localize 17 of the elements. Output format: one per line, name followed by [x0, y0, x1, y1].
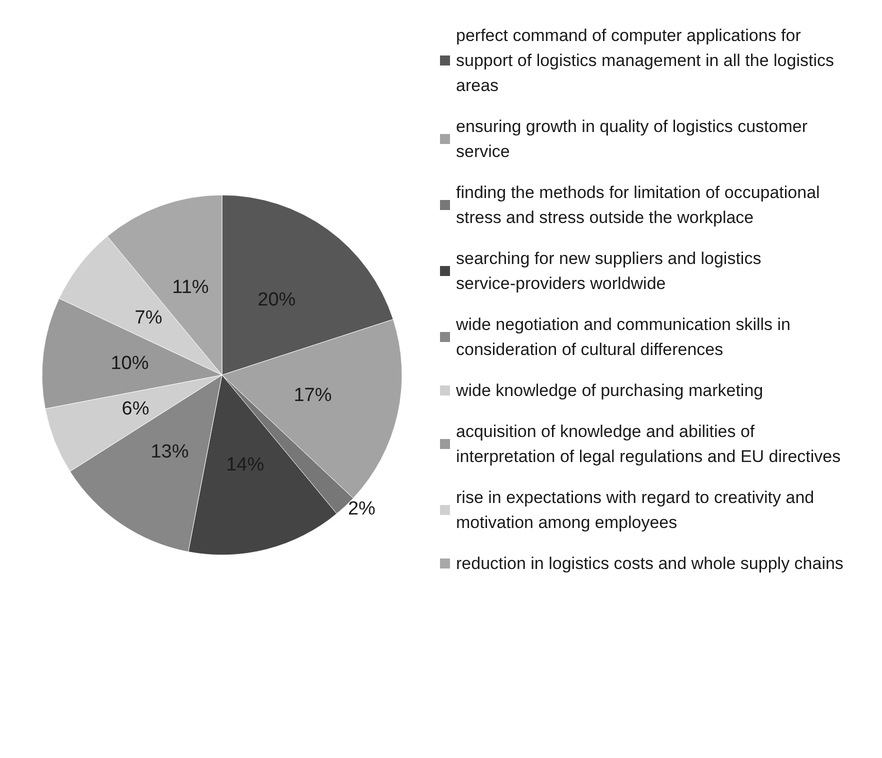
data-label: 2% [348, 498, 376, 520]
data-label: 6% [122, 398, 150, 420]
data-label: 10% [110, 352, 149, 374]
legend-label: perfect command of computer applications for support of logistics management in all the logistics areas [456, 26, 839, 95]
legend-label: wide negotiation and communication skills in consideration of cultural differences [455, 315, 796, 359]
legend-label: acquisition of knowledge and abilities of interpretation of legal regulations and EU directives [456, 422, 841, 466]
legend-label: searching for new suppliers and logistics service-providers worldwide [456, 249, 766, 293]
data-label: 20% [258, 289, 296, 310]
data-label: 11% [172, 277, 209, 298]
data-label: 17% [294, 384, 332, 406]
legend-label: ensuring growth in quality of logistics customer service [456, 117, 812, 161]
legend-label: finding the methods for limitation of occupational stress and stress outside the workplace [456, 183, 825, 227]
legend-label: rise in expectations with regard to creativity and motivation among employees [456, 488, 819, 532]
data-label: 13% [150, 441, 189, 462]
legend-label: wide knowledge of purchasing marketing [455, 381, 764, 400]
legend-label: reduction in logistics costs and whole supply chains [456, 554, 844, 573]
data-label: 7% [134, 308, 162, 328]
